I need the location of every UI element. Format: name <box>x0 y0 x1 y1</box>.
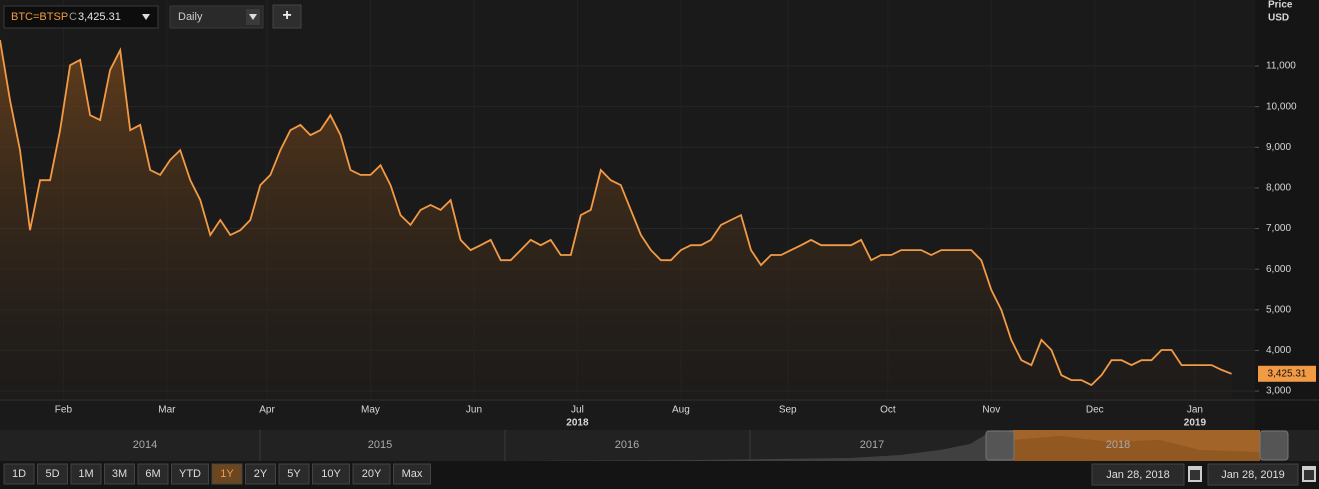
range-button-label: 20Y <box>362 468 382 480</box>
symbol: BTC=BTSP <box>11 11 68 23</box>
area-fill <box>0 40 1232 400</box>
interval: Daily <box>178 11 203 23</box>
range-button[interactable] <box>245 463 276 485</box>
range-button-label: Max <box>402 468 423 480</box>
y-tick-label: 5,000 <box>1266 304 1291 315</box>
axis-panel <box>1255 0 1319 430</box>
navigator-handle[interactable] <box>985 430 1015 461</box>
range-button-label: 1D <box>12 468 26 480</box>
dropdown-arrow <box>142 14 150 20</box>
year-label: 2019 <box>1184 418 1207 429</box>
x-tick-label: Apr <box>259 405 275 416</box>
calendar-icon-inner <box>1190 470 1200 480</box>
navigator-year: 2015 <box>368 439 392 451</box>
range-button-label: 10Y <box>321 468 341 480</box>
range-button[interactable] <box>3 463 35 485</box>
dropdown-arrow <box>249 14 257 20</box>
navigator-year: 2014 <box>133 439 157 451</box>
date-to-box[interactable] <box>1207 463 1299 486</box>
add-label: + <box>282 7 291 24</box>
navigator-year: 2016 <box>615 439 639 451</box>
range-button-label: 1M <box>78 468 93 480</box>
x-tick-label: Jan <box>1187 405 1203 416</box>
x-tick-label: Jun <box>466 405 482 416</box>
range-button[interactable] <box>211 463 243 485</box>
range-button[interactable] <box>104 463 135 485</box>
navigator-year: 2018 <box>1106 439 1130 451</box>
y-tick-label: 7,000 <box>1266 223 1291 234</box>
range-button[interactable] <box>37 463 68 485</box>
axis-title: Price <box>1268 0 1293 11</box>
y-tick-label: 8,000 <box>1266 183 1291 194</box>
year-label: 2018 <box>566 418 589 429</box>
x-axis-band <box>0 400 1255 430</box>
x-tick-label: Dec <box>1086 405 1104 416</box>
range-button[interactable] <box>352 463 391 485</box>
date-to: Jan 28, 2019 <box>1221 469 1285 481</box>
y-tick-label: 9,000 <box>1266 142 1291 153</box>
x-tick-label: Jul <box>571 405 584 416</box>
range-button[interactable] <box>70 463 102 485</box>
calendar-icon-inner <box>1304 470 1314 480</box>
range-button-label: 1Y <box>220 468 234 480</box>
date-from-box[interactable] <box>1091 463 1185 486</box>
y-tick-label: 11,000 <box>1266 61 1296 72</box>
range-button-label: YTD <box>179 468 201 480</box>
x-tick-label: Feb <box>55 405 73 416</box>
navigator-year: 2017 <box>860 439 884 451</box>
date-from: Jan 28, 2018 <box>1106 469 1170 481</box>
symbol-box[interactable] <box>3 5 159 29</box>
range-button[interactable] <box>137 463 169 485</box>
y-tick-label: 10,000 <box>1266 101 1297 112</box>
last-value-label: 3,425.31 <box>1268 368 1307 379</box>
close-value: 3,425.31 <box>78 11 121 23</box>
x-tick-label: May <box>361 405 380 416</box>
navigator-selection-data <box>1013 436 1260 461</box>
navigator-history <box>500 430 1013 461</box>
range-button[interactable] <box>171 463 209 485</box>
range-button[interactable] <box>312 463 350 485</box>
range-button[interactable] <box>393 463 431 485</box>
toolbar: BTC=BTSP C 3,425.31 Daily + <box>3 4 302 29</box>
range-button[interactable] <box>278 463 310 485</box>
range-button-label: 2Y <box>254 468 268 480</box>
range-button-label: 5D <box>45 468 59 480</box>
range-button-label: 3M <box>112 468 127 480</box>
x-tick-label: Nov <box>982 405 1000 416</box>
x-tick-label: Mar <box>158 405 176 416</box>
last-value-box <box>1258 365 1316 382</box>
x-tick-label: Sep <box>779 405 797 416</box>
range-button-label: 6M <box>145 468 160 480</box>
range-button-label: 5Y <box>287 468 301 480</box>
axis-title: USD <box>1268 13 1289 24</box>
y-tick-label: 6,000 <box>1266 264 1291 275</box>
interval-box[interactable] <box>169 5 264 29</box>
navigator-handle[interactable] <box>1259 430 1289 461</box>
price-line <box>0 39 1232 387</box>
close-prefix: C <box>69 11 77 23</box>
x-tick-label: Oct <box>880 405 896 416</box>
y-tick-label: 4,000 <box>1266 345 1291 356</box>
x-tick-label: Aug <box>672 405 690 416</box>
y-tick-label: 3,000 <box>1266 386 1291 397</box>
add-button[interactable] <box>272 4 302 29</box>
